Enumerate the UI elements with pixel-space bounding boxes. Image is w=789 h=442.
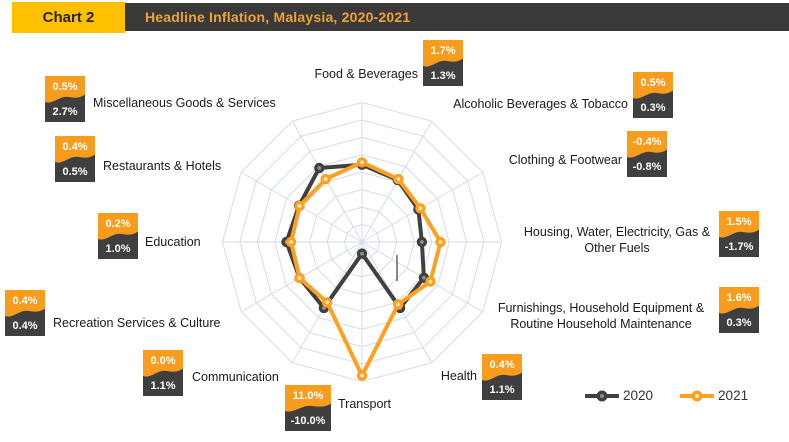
category-label: Education	[145, 235, 201, 249]
value-2020: 0.5%	[62, 166, 88, 178]
legend-item-2021: 2021	[679, 388, 748, 403]
category-label: Recreation Services & Culture	[53, 316, 221, 330]
badge-background	[45, 76, 85, 122]
chart-legend: 2020 2021	[584, 388, 748, 403]
data-point-marker-center-2021	[297, 204, 302, 208]
badge-background	[423, 40, 463, 86]
data-point-marker-center-2021	[396, 177, 401, 181]
value-badge: 0.2% 1.0%	[98, 213, 138, 259]
value-2021: 0.5%	[640, 77, 666, 89]
badge-background	[98, 213, 138, 259]
value-badge: 0.0% 1.1%	[143, 350, 183, 396]
data-point-marker-center-2020	[360, 251, 364, 256]
data-point-marker-center-2021	[428, 279, 433, 284]
value-2021: 1.7%	[430, 45, 456, 57]
badge-background	[285, 385, 331, 431]
badge-background	[719, 287, 759, 333]
value-2020: 1.1%	[150, 380, 176, 392]
value-badge: -0.4% -0.8%	[627, 131, 667, 177]
value-2020: -1.7%	[724, 241, 754, 253]
data-point-marker-center-2021	[418, 206, 423, 211]
data-point-marker-center-2021	[360, 373, 364, 378]
legend-marker-2021	[680, 390, 715, 401]
legend-label-2021: 2021	[718, 388, 749, 403]
category-label: Transport	[338, 397, 392, 411]
category-label: Communication	[192, 370, 279, 384]
value-badge: 0.4% 0.5%	[55, 136, 95, 182]
legend-marker-2020	[585, 390, 619, 401]
category-label: Miscellaneous Goods & Services	[93, 96, 276, 110]
data-point-marker-center-2021	[396, 302, 400, 307]
value-2020: 0.3%	[726, 317, 752, 329]
data-point-marker-center-2021	[438, 240, 443, 244]
value-2020: 2.7%	[52, 106, 78, 118]
chart-title: Headline Inflation, Malaysia, 2020-2021	[145, 9, 411, 25]
data-point-marker-center-2021	[297, 276, 302, 280]
category-label: Alcoholic Beverages & Tobacco	[453, 97, 628, 111]
value-2021: 1.6%	[726, 292, 752, 304]
value-2020: -10.0%	[290, 415, 326, 427]
value-2020: 1.1%	[489, 384, 515, 396]
value-badge: 0.4% 0.4%	[5, 290, 45, 336]
data-point-marker-center-2021	[323, 177, 328, 181]
value-badge: 0.5% 2.7%	[45, 76, 85, 122]
header-bar: Headline Inflation, Malaysia, 2020-2021	[125, 3, 789, 31]
category-label: Food & Beverages	[314, 67, 418, 81]
value-2021: 0.4%	[12, 295, 38, 307]
value-2020: 1.3%	[430, 70, 456, 82]
data-point-marker-center-2021	[325, 300, 330, 305]
category-label: Furnishings, Household Equipment & Routi…	[497, 301, 705, 331]
data-point-marker-center-2021	[289, 240, 293, 244]
category-label: Housing, Water, Electricity, Gas & Other…	[523, 225, 711, 255]
data-point-marker-center-2021	[360, 160, 364, 165]
badge-background	[5, 290, 45, 336]
category-label: Health	[440, 369, 477, 383]
badge-background	[143, 350, 183, 396]
value-2021: 0.0%	[150, 355, 176, 367]
value-2021: 0.4%	[489, 359, 515, 371]
badge-background	[719, 211, 759, 257]
value-badge: 1.6% 0.3%	[719, 287, 759, 333]
value-2020: 0.3%	[640, 102, 666, 114]
badge-background	[627, 131, 667, 177]
value-badge: 11.0% -10.0%	[285, 385, 331, 431]
value-2021: 0.5%	[52, 81, 78, 93]
legend-label-2020: 2020	[623, 388, 654, 403]
series-2021-line	[289, 160, 443, 378]
value-2020: -0.8%	[632, 161, 662, 173]
value-2021: -0.4%	[632, 136, 662, 148]
data-point-marker-center-2020	[317, 166, 322, 170]
category-label: Restaurants & Hotels	[103, 159, 222, 173]
value-badge: 0.5% 0.3%	[633, 72, 673, 118]
value-2021: 11.0%	[292, 390, 324, 402]
value-2021: 1.5%	[726, 216, 752, 228]
value-2021: 0.2%	[105, 218, 131, 230]
value-2021: 0.4%	[62, 141, 88, 153]
category-label: Clothing & Footwear	[508, 153, 622, 167]
data-point-marker-center-2020	[419, 240, 424, 244]
value-badge: 1.7% 1.3%	[423, 40, 463, 86]
legend-item-2020: 2020	[584, 388, 653, 403]
value-badge: 0.4% 1.1%	[482, 354, 522, 400]
data-point-marker-center-2020	[422, 275, 426, 280]
value-2020: 1.0%	[105, 243, 131, 255]
chart-number-badge: Chart 2	[12, 2, 125, 33]
value-2020: 0.4%	[12, 320, 38, 332]
badge-background	[482, 354, 522, 400]
value-badge: 1.5% -1.7%	[719, 211, 759, 257]
badge-background	[633, 72, 673, 118]
badge-background	[55, 136, 95, 182]
